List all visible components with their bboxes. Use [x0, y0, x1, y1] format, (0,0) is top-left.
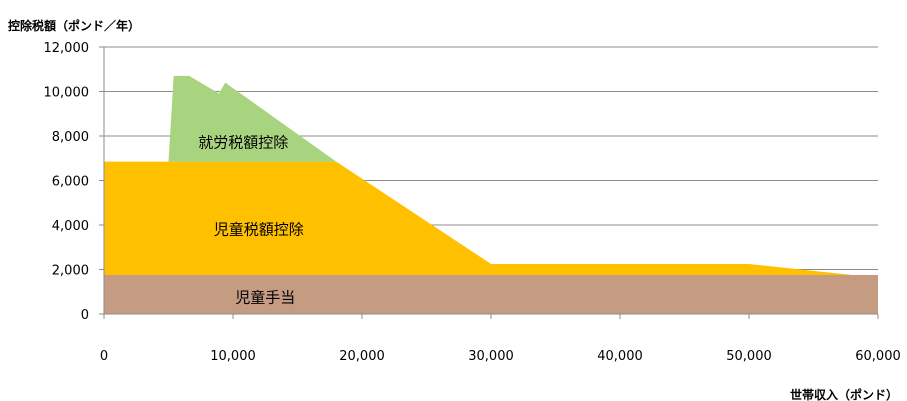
y-axis-title: 控除税額（ポンド／年） [8, 18, 140, 33]
x-tick-label-1: 10,000 [210, 349, 256, 364]
area-label-0: 児童手当 [235, 288, 295, 306]
x-tick-label-6: 60,000 [855, 349, 901, 364]
area-series-2 [168, 75, 337, 162]
y-tick-label-0: 0 [81, 308, 89, 323]
x-axis-title: 世帯収入（ポンド） [790, 387, 898, 401]
plot-areas [104, 75, 878, 314]
y-tick-label-4: 8,000 [52, 130, 89, 145]
x-ticks: 0 10,000 20,000 30,000 40,000 50,000 60,000 [100, 314, 901, 364]
x-tick-label-4: 40,000 [597, 349, 643, 364]
x-tick-label-3: 30,000 [468, 349, 514, 364]
x-tick-label-2: 20,000 [339, 349, 385, 364]
area-label-1: 児童税額控除 [214, 220, 304, 238]
x-tick-label-0: 0 [100, 349, 108, 364]
y-tick-label-5: 10,000 [44, 86, 90, 101]
y-tick-label-6: 12,000 [44, 41, 90, 56]
area-labels: 児童手当 児童税額控除 就労税額控除 [198, 134, 303, 307]
area-series-0 [104, 275, 878, 314]
y-ticks: 0 2,000 4,000 6,000 8,000 10,000 12,000 [44, 41, 104, 323]
x-tick-label-5: 50,000 [726, 349, 772, 364]
y-tick-label-1: 2,000 [52, 264, 89, 279]
y-tick-label-3: 6,000 [52, 175, 89, 190]
area-label-2: 就労税額控除 [198, 134, 288, 152]
y-tick-label-2: 4,000 [52, 219, 89, 234]
area-series-1 [104, 161, 878, 276]
